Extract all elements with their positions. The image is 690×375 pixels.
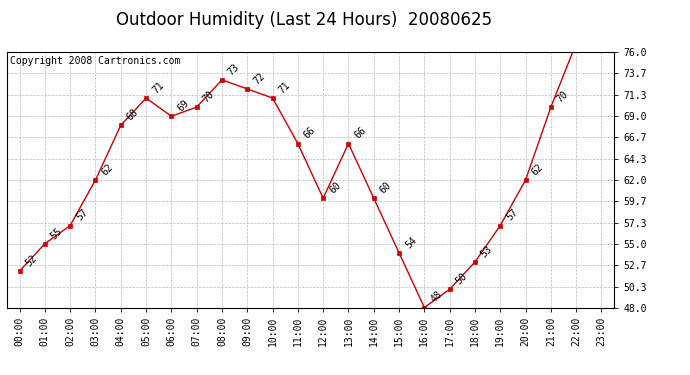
Text: 48: 48 (428, 290, 444, 305)
Text: 71: 71 (150, 80, 166, 95)
Text: 92: 92 (0, 374, 1, 375)
Text: 60: 60 (378, 180, 393, 195)
Text: 70: 70 (201, 89, 216, 104)
Text: 73: 73 (226, 62, 242, 77)
Text: 55: 55 (49, 226, 64, 241)
Text: 66: 66 (353, 125, 368, 141)
Text: Copyright 2008 Cartronics.com: Copyright 2008 Cartronics.com (10, 56, 180, 66)
Text: 54: 54 (403, 235, 419, 250)
Text: 50: 50 (454, 271, 469, 286)
Text: 77: 77 (0, 374, 1, 375)
Text: 57: 57 (75, 207, 90, 223)
Text: 60: 60 (327, 180, 343, 195)
Text: 62: 62 (99, 162, 115, 177)
Text: 52: 52 (23, 253, 39, 268)
Text: Outdoor Humidity (Last 24 Hours)  20080625: Outdoor Humidity (Last 24 Hours) 2008062… (115, 11, 492, 29)
Text: 68: 68 (125, 107, 140, 123)
Text: 53: 53 (479, 244, 495, 259)
Text: 57: 57 (504, 207, 520, 223)
Text: 70: 70 (555, 89, 571, 104)
Text: 62: 62 (530, 162, 545, 177)
Text: 71: 71 (277, 80, 292, 95)
Text: 69: 69 (175, 98, 191, 114)
Text: 66: 66 (302, 125, 317, 141)
Text: 72: 72 (251, 71, 267, 86)
